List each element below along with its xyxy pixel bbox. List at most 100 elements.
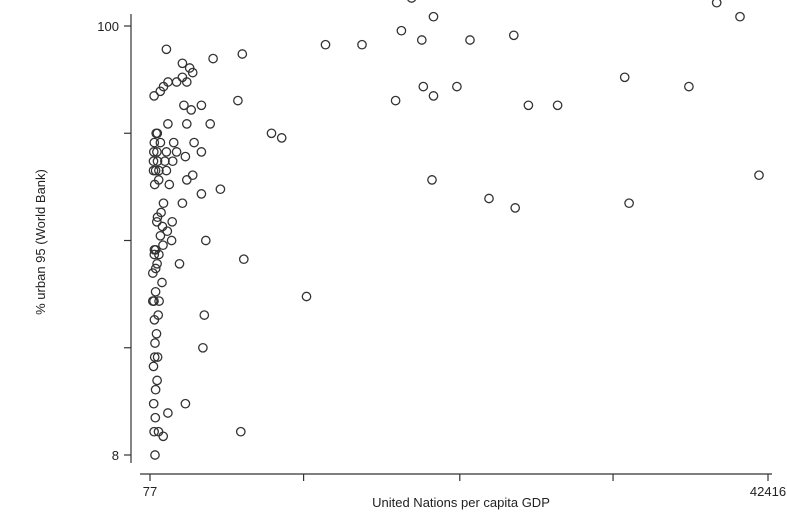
x-tick-label: 42416: [750, 484, 786, 499]
scatter-point: [158, 198, 169, 209]
scatter-point: [465, 35, 475, 45]
scatter-point: [205, 119, 216, 129]
scatter-point: [171, 77, 182, 87]
scatter-point: [196, 189, 207, 199]
scatter-point: [684, 81, 694, 92]
scatter-point: [208, 53, 218, 64]
scatter-point: [158, 431, 169, 442]
scatter-point: [174, 258, 185, 269]
scatter-point: [152, 375, 162, 386]
scatter-point: [181, 119, 192, 129]
scatter-point: [187, 170, 198, 181]
scatter-point: [177, 72, 188, 83]
scatter-point: [510, 203, 521, 213]
scatter-point: [148, 156, 159, 167]
scatter-point: [164, 179, 175, 190]
scatter-point: [151, 328, 162, 339]
scatter-point: [427, 175, 437, 185]
scatter-point: [177, 58, 188, 69]
x-tick-label: 77: [143, 484, 157, 499]
scatter-point: [171, 147, 182, 157]
scatter-point: [152, 128, 163, 139]
scatter-point: [357, 39, 367, 50]
scatter-point: [157, 221, 168, 232]
scatter-point: [155, 137, 166, 148]
y-tick-label: 8: [112, 448, 119, 463]
scatter-point: [150, 384, 161, 395]
scatter-point: [179, 100, 189, 111]
scatter-point: [238, 254, 249, 265]
scatter-point: [452, 81, 462, 92]
scatter-point: [484, 193, 494, 204]
scatter-point: [161, 44, 172, 55]
scatter-point: [301, 291, 312, 302]
scatter-point: [428, 91, 439, 101]
scatter-point: [276, 133, 287, 143]
scatter-point: [237, 49, 248, 59]
scatter-point: [180, 151, 191, 162]
scatter-point: [149, 137, 160, 148]
scatter-point: [150, 165, 161, 176]
scatter-point: [155, 230, 166, 241]
scatter-point: [163, 119, 173, 129]
scatter-point: [180, 398, 191, 409]
scatter-point: [149, 91, 159, 101]
scatter-point: [150, 338, 160, 348]
scatter-point: [154, 296, 164, 306]
scatter-point: [148, 147, 159, 157]
scatter-point: [199, 310, 210, 320]
scatter-point: [735, 11, 745, 22]
scatter-point: [523, 100, 534, 111]
scatter-point: [407, 0, 417, 3]
scatter-point: [158, 240, 168, 251]
scatter-point: [196, 147, 207, 157]
scatter-point: [157, 277, 167, 288]
scatter-point: [156, 207, 166, 218]
scatter-point: [150, 263, 161, 274]
y-axis-title: % urban 95 (World Bank): [33, 169, 48, 315]
scatter-point: [152, 147, 162, 157]
scatter-point: [416, 35, 427, 45]
scatter-point: [266, 128, 277, 139]
scatter-point: [390, 95, 401, 106]
scatter-point: [624, 198, 634, 209]
scatter-point: [508, 30, 519, 41]
scatter-point: [320, 39, 331, 50]
scatter-point: [166, 235, 177, 246]
scatter-point: [711, 0, 722, 8]
scatter-point: [396, 25, 407, 36]
scatter-point: [181, 175, 192, 185]
scatter-point: [152, 352, 163, 362]
scatter-point: [418, 81, 429, 92]
scatter-point: [428, 11, 439, 22]
scatter-point: [167, 156, 178, 167]
scatter-point: [177, 198, 188, 209]
scatter-point: [196, 100, 207, 111]
scatter-point: [200, 235, 211, 246]
scatter-point: [150, 412, 161, 423]
y-tick-label: 100: [97, 19, 119, 34]
scatter-point: [150, 450, 160, 460]
scatter-point: [151, 216, 162, 227]
scatter-point: [150, 286, 161, 297]
scatter-point: [167, 216, 178, 227]
scatter-point: [215, 184, 226, 195]
scatter-point: [235, 426, 246, 437]
x-axis-ticks: 77 42416: [143, 474, 786, 499]
scatter-point: [162, 226, 173, 237]
scatter-point: [619, 72, 630, 83]
scatter-point: [754, 170, 764, 181]
scatter-point: [163, 408, 173, 418]
scatter-point: [149, 426, 159, 437]
scatter-point: [161, 147, 172, 157]
scatter-point: [150, 244, 161, 255]
scatter-point: [161, 165, 172, 176]
x-axis-title: United Nations per capita GDP: [372, 495, 550, 510]
scatter-point: [149, 352, 160, 362]
scatter-point: [153, 175, 164, 185]
scatter-point: [198, 342, 208, 353]
scatter-point: [186, 105, 197, 115]
scatter-point: [168, 137, 179, 148]
plot-axes: [130, 14, 772, 475]
scatter-point: [233, 95, 243, 106]
